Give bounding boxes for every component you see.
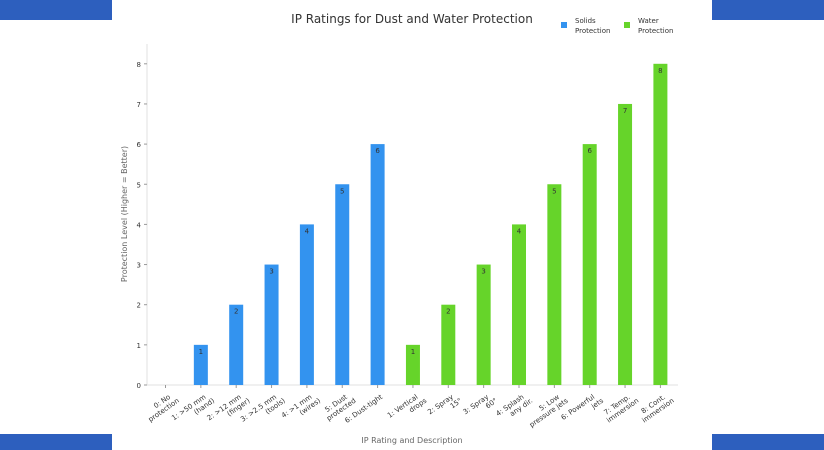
bar [512,224,526,385]
legend-label-line: Protection [638,27,673,35]
bar-value-label: 2 [234,308,238,316]
x-tick-label: 1: >50 mm(hand) [170,390,216,429]
x-tick-label: 4: Splashany dir. [495,390,535,424]
x-tick-label: 6: Powerfuljets [560,390,606,429]
legend-label: Solids Protection [575,17,610,35]
x-tick-label: 4: >1 mm(wires) [280,390,322,426]
legend-label-line: Protection [575,27,610,35]
axes: 0 1 2 3 4 5 6 7 8 [137,44,678,390]
bar-value-label: 7 [623,107,627,115]
y-tick-label: 5 [137,181,141,189]
bottom-left-banner [0,434,112,450]
bar [547,184,562,385]
bottom-right-banner [712,434,824,450]
x-tick-label: 5: Lowpressure jets [523,390,569,429]
y-tick-label: 6 [137,141,142,149]
x-tick-label: 1: Verticaldrops [386,390,428,426]
legend-label-line: Water [638,17,659,25]
x-tick-label: 6: Dust-tight [343,393,384,425]
bar [405,344,420,385]
bar-value-label: 3 [481,268,485,276]
bar-value-label: 5 [552,187,556,195]
bar [618,103,633,385]
bar-value-label: 6 [375,147,380,155]
bar [335,184,350,385]
x-tick-label: 3: Spray60° [462,390,499,423]
y-tick-label: 3 [137,262,141,270]
x-tick-label: 8: Cont.immersion [636,390,676,424]
y-tick-label: 4 [137,221,142,229]
bar-value-label: 2 [446,308,450,316]
legend-swatch [561,22,567,28]
bar-value-label: 1 [411,348,415,356]
y-tick-label: 0 [137,382,141,390]
bar-value-label: 4 [305,227,310,235]
bar-value-label: 5 [340,187,344,195]
y-tick-label: 7 [137,101,141,109]
bar [193,344,208,385]
bar [370,144,385,385]
bar-value-label: 4 [517,227,522,235]
bar-value-label: 8 [658,67,662,75]
y-tick-label: 2 [137,302,141,310]
bar [653,63,668,386]
bar [229,304,244,385]
legend-swatch [624,22,630,28]
x-axis-title: IP Rating and Description [361,436,462,445]
legend: Solids Protection Water Protection [561,17,673,35]
bar-value-label: 1 [199,348,203,356]
bar [299,224,314,385]
bars: 1 2 3 4 5 6 1 2 3 4 5 6 7 8 [193,63,668,386]
bar [476,264,491,385]
x-tick-label-line: 6: Dust-tight [343,393,384,425]
legend-label-line: Solids [575,17,596,25]
y-tick-label: 8 [137,61,141,69]
bar-value-label: 6 [587,147,592,155]
legend-label: Water Protection [638,17,673,35]
top-right-banner [712,0,824,20]
x-tick-label: 7: Temp.immersion [601,390,641,424]
bar [264,264,279,385]
bar [582,144,597,385]
y-axis-title: Protection Level (Higher = Better) [120,146,129,282]
y-tick-label: 1 [137,342,141,350]
top-left-banner [0,0,112,20]
bar [441,304,456,385]
x-tick-label: 2: Spray15° [426,390,463,423]
x-tick-label: 2: >12 mm(finger) [206,390,252,429]
chart-title: IP Ratings for Dust and Water Protection [291,12,533,26]
bar-value-label: 3 [269,268,273,276]
